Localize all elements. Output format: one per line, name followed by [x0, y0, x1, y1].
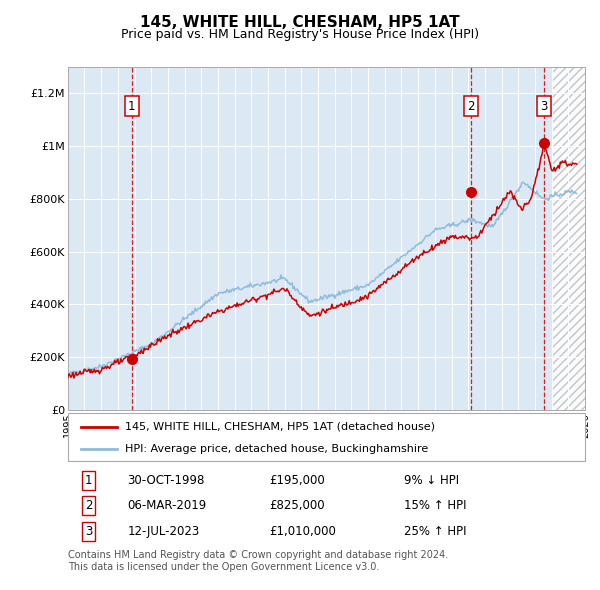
- Text: 15% ↑ HPI: 15% ↑ HPI: [404, 499, 466, 513]
- Bar: [551, 67, 585, 410]
- Text: £1,010,000: £1,010,000: [269, 525, 337, 538]
- Text: HPI: Average price, detached house, Buckinghamshire: HPI: Average price, detached house, Buck…: [125, 444, 428, 454]
- Text: 12-JUL-2023: 12-JUL-2023: [127, 525, 200, 538]
- Text: 06-MAR-2019: 06-MAR-2019: [127, 499, 206, 513]
- Text: This data is licensed under the Open Government Licence v3.0.: This data is licensed under the Open Gov…: [68, 562, 379, 572]
- Text: 3: 3: [85, 525, 92, 538]
- Text: £195,000: £195,000: [269, 474, 325, 487]
- Text: Price paid vs. HM Land Registry's House Price Index (HPI): Price paid vs. HM Land Registry's House …: [121, 28, 479, 41]
- Text: 2: 2: [467, 100, 475, 113]
- Text: 145, WHITE HILL, CHESHAM, HP5 1AT: 145, WHITE HILL, CHESHAM, HP5 1AT: [140, 15, 460, 30]
- Text: Contains HM Land Registry data © Crown copyright and database right 2024.: Contains HM Land Registry data © Crown c…: [68, 550, 448, 560]
- Text: 9% ↓ HPI: 9% ↓ HPI: [404, 474, 459, 487]
- Text: 2: 2: [85, 499, 92, 513]
- Text: 1: 1: [85, 474, 92, 487]
- Text: 30-OCT-1998: 30-OCT-1998: [127, 474, 205, 487]
- FancyBboxPatch shape: [68, 413, 585, 461]
- Text: 25% ↑ HPI: 25% ↑ HPI: [404, 525, 466, 538]
- Text: 1: 1: [128, 100, 136, 113]
- Text: 145, WHITE HILL, CHESHAM, HP5 1AT (detached house): 145, WHITE HILL, CHESHAM, HP5 1AT (detac…: [125, 421, 434, 431]
- Text: £825,000: £825,000: [269, 499, 325, 513]
- Text: 3: 3: [540, 100, 547, 113]
- Bar: [551, 67, 585, 410]
